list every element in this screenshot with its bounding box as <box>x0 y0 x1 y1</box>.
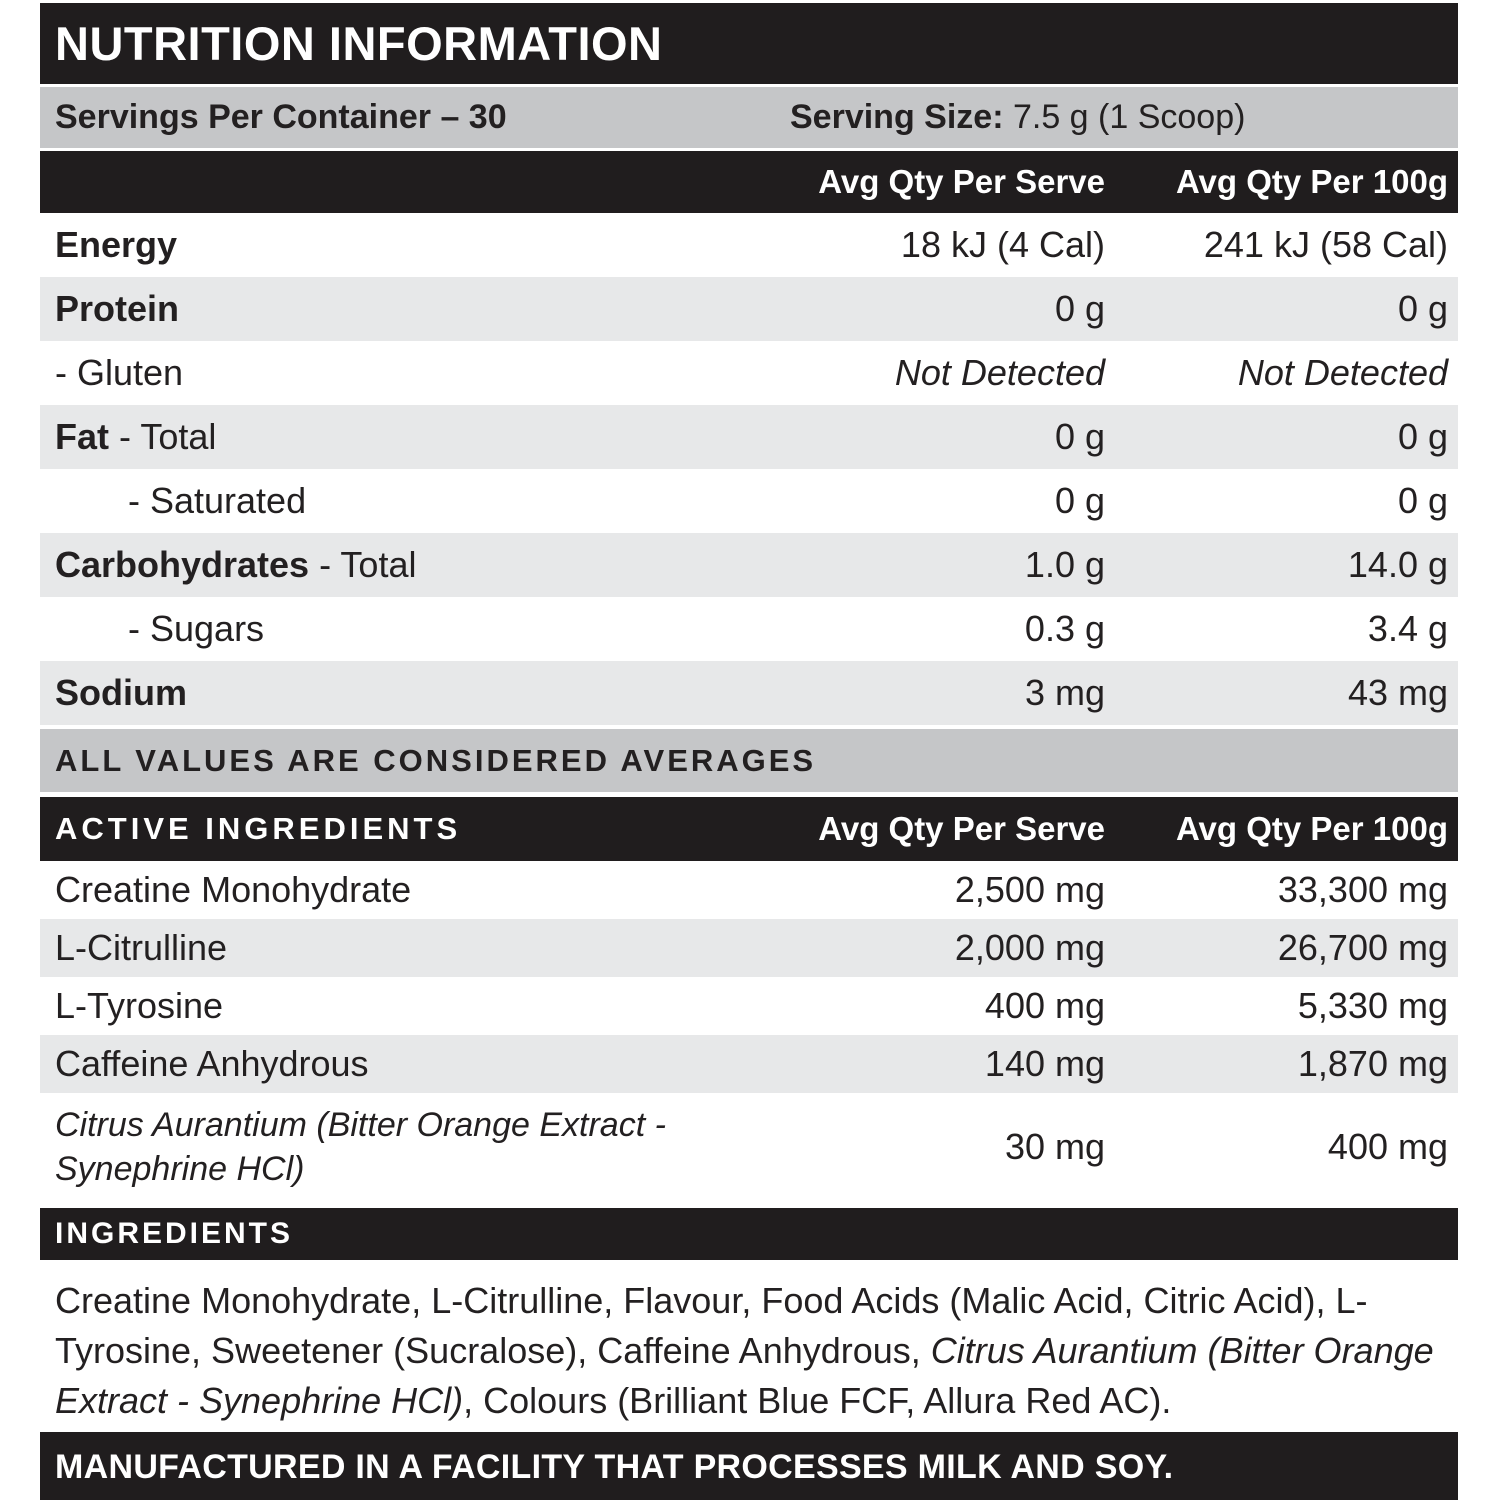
ingredients-heading: INGREDIENTS <box>55 1217 294 1250</box>
table-row-energy: Energy 18 kJ (4 Cal) 241 kJ (58 Cal) <box>40 213 1458 277</box>
row-value-serve: 1.0 g <box>1024 544 1105 585</box>
row-value-100g: 241 kJ (58 Cal) <box>1203 224 1448 265</box>
row-value-serve: 0 g <box>1054 416 1105 457</box>
row-label-rest: - Total <box>309 544 417 585</box>
row-label-rest: - Saturated <box>128 480 307 521</box>
nutrition-label: NUTRITION INFORMATION Servings Per Conta… <box>40 3 1458 1500</box>
row-value-serve: 0 g <box>1054 480 1105 521</box>
active-ingredients-title: ACTIVE INGREDIENTS <box>55 811 462 846</box>
ingredients-text-start: Creatine Monohydrate, L-Citrulline, Flav… <box>55 1280 1368 1371</box>
row-label: L-Citrulline <box>55 927 228 968</box>
row-value-serve: 2,000 mg <box>954 927 1105 968</box>
table-row-citrus-aurantium: Citrus Aurantium (Bitter Orange Extract … <box>40 1093 1458 1201</box>
table-row-tyrosine: L-Tyrosine 400 mg 5,330 mg <box>40 977 1458 1035</box>
row-value-serve: 0.3 g <box>1024 608 1105 649</box>
ingredients-text-end: , Colours (Brilliant Blue FCF, Allura Re… <box>463 1380 1172 1421</box>
row-value-serve: 400 mg <box>984 985 1105 1026</box>
row-label: Caffeine Anhydrous <box>55 1043 369 1084</box>
allergen-statement: MANUFACTURED IN A FACILITY THAT PROCESSE… <box>55 1447 1174 1486</box>
allergen-footer-bar: MANUFACTURED IN A FACILITY THAT PROCESSE… <box>40 1432 1458 1500</box>
row-label-rest: - Sugars <box>128 608 265 649</box>
row-value-serve: 18 kJ (4 Cal) <box>900 224 1105 265</box>
column-header-per-serve: Avg Qty Per Serve <box>818 163 1105 200</box>
row-value-100g: 43 mg <box>1347 672 1448 713</box>
table-row-fat-total: Fat - Total 0 g 0 g <box>40 405 1458 469</box>
row-label: L-Tyrosine <box>55 985 224 1026</box>
table-row-protein: Protein 0 g 0 g <box>40 277 1458 341</box>
table-row-saturated: - Saturated 0 g 0 g <box>40 469 1458 533</box>
servings-bar: Servings Per Container – 30 Serving Size… <box>40 87 1458 148</box>
row-value-100g: Not Detected <box>1237 352 1448 393</box>
averages-note-bar: ALL VALUES ARE CONSIDERED AVERAGES <box>40 729 1458 792</box>
row-label-rest: - Gluten <box>55 352 184 393</box>
row-value-serve: 0 g <box>1054 288 1105 329</box>
column-header-per-100g: Avg Qty Per 100g <box>1175 163 1448 200</box>
active-column-per-100g: Avg Qty Per 100g <box>1175 810 1448 847</box>
row-value-100g: 0 g <box>1397 288 1448 329</box>
row-value-100g: 1,870 mg <box>1297 1043 1448 1084</box>
row-value-100g: 0 g <box>1397 480 1448 521</box>
row-value-100g: 3.4 g <box>1367 608 1448 649</box>
table-row-sugars: - Sugars 0.3 g 3.4 g <box>40 597 1458 661</box>
column-header-row: Avg Qty Per Serve Avg Qty Per 100g <box>40 151 1458 213</box>
ingredients-text-italic: Citrus Aurantium (Bitter Orange Extract … <box>55 1330 1434 1421</box>
row-label-rest: - Total <box>109 416 217 457</box>
row-value-100g: 33,300 mg <box>1277 869 1448 910</box>
row-value-serve: 3 mg <box>1024 672 1105 713</box>
row-label: Energy <box>55 224 178 265</box>
table-row-carbohydrates: Carbohydrates - Total 1.0 g 14.0 g <box>40 533 1458 597</box>
averages-note: ALL VALUES ARE CONSIDERED AVERAGES <box>55 742 817 778</box>
table-row-citrulline: L-Citrulline 2,000 mg 26,700 mg <box>40 919 1458 977</box>
row-value-serve: 140 mg <box>984 1043 1105 1084</box>
ingredients-text: Creatine Monohydrate, L-Citrulline, Flav… <box>40 1276 1458 1426</box>
page-title: NUTRITION INFORMATION <box>55 17 663 70</box>
row-label: Creatine Monohydrate <box>55 869 412 910</box>
row-label: Sodium <box>55 672 187 713</box>
title-bar: NUTRITION INFORMATION <box>40 3 1458 84</box>
table-row-creatine: Creatine Monohydrate 2,500 mg 33,300 mg <box>40 861 1458 919</box>
row-value-serve: 30 mg <box>1004 1126 1105 1167</box>
row-label: Protein <box>55 288 180 329</box>
row-label: Citrus Aurantium (Bitter Orange Extract … <box>55 1105 666 1188</box>
table-row-caffeine: Caffeine Anhydrous 140 mg 1,870 mg <box>40 1035 1458 1093</box>
row-value-100g: 26,700 mg <box>1277 927 1448 968</box>
active-column-per-serve: Avg Qty Per Serve <box>818 810 1105 847</box>
serving-size-value: 7.5 g (1 Scoop) <box>1003 98 1246 136</box>
serving-size-label: Serving Size: <box>790 98 1004 136</box>
table-row-sodium: Sodium 3 mg 43 mg <box>40 661 1458 725</box>
active-ingredients-header: ACTIVE INGREDIENTS Avg Qty Per Serve Avg… <box>40 797 1458 861</box>
serving-size: Serving Size: 7.5 g (1 Scoop) <box>790 98 1458 137</box>
row-label: Fat <box>55 416 109 457</box>
row-value-100g: 14.0 g <box>1347 544 1448 585</box>
servings-per-container: Servings Per Container – 30 <box>55 98 507 136</box>
row-value-serve: 2,500 mg <box>954 869 1105 910</box>
row-value-100g: 5,330 mg <box>1297 985 1448 1026</box>
table-row-gluten: - Gluten Not Detected Not Detected <box>40 341 1458 405</box>
ingredients-heading-bar: INGREDIENTS <box>40 1208 1458 1260</box>
row-value-100g: 400 mg <box>1327 1126 1448 1167</box>
row-value-100g: 0 g <box>1397 416 1448 457</box>
row-label: Carbohydrates <box>55 544 310 585</box>
row-value-serve: Not Detected <box>894 352 1105 393</box>
